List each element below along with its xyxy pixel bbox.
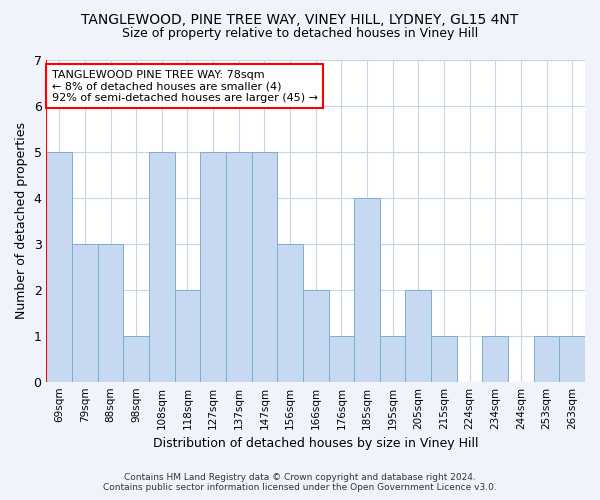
Bar — [559, 336, 585, 382]
Bar — [380, 336, 406, 382]
Bar — [175, 290, 200, 382]
X-axis label: Distribution of detached houses by size in Viney Hill: Distribution of detached houses by size … — [153, 437, 478, 450]
Bar — [251, 152, 277, 382]
Bar — [124, 336, 149, 382]
Text: Size of property relative to detached houses in Viney Hill: Size of property relative to detached ho… — [122, 28, 478, 40]
Bar — [149, 152, 175, 382]
Bar — [303, 290, 329, 382]
Y-axis label: Number of detached properties: Number of detached properties — [15, 122, 28, 320]
Text: TANGLEWOOD, PINE TREE WAY, VINEY HILL, LYDNEY, GL15 4NT: TANGLEWOOD, PINE TREE WAY, VINEY HILL, L… — [82, 12, 518, 26]
Bar — [406, 290, 431, 382]
Bar — [226, 152, 251, 382]
Bar — [98, 244, 124, 382]
Bar — [482, 336, 508, 382]
Text: Contains HM Land Registry data © Crown copyright and database right 2024.
Contai: Contains HM Land Registry data © Crown c… — [103, 473, 497, 492]
Bar — [200, 152, 226, 382]
Bar — [329, 336, 354, 382]
Bar — [431, 336, 457, 382]
Bar — [72, 244, 98, 382]
Bar — [277, 244, 303, 382]
Bar — [46, 152, 72, 382]
Bar — [354, 198, 380, 382]
Bar — [534, 336, 559, 382]
Text: TANGLEWOOD PINE TREE WAY: 78sqm
← 8% of detached houses are smaller (4)
92% of s: TANGLEWOOD PINE TREE WAY: 78sqm ← 8% of … — [52, 70, 318, 103]
